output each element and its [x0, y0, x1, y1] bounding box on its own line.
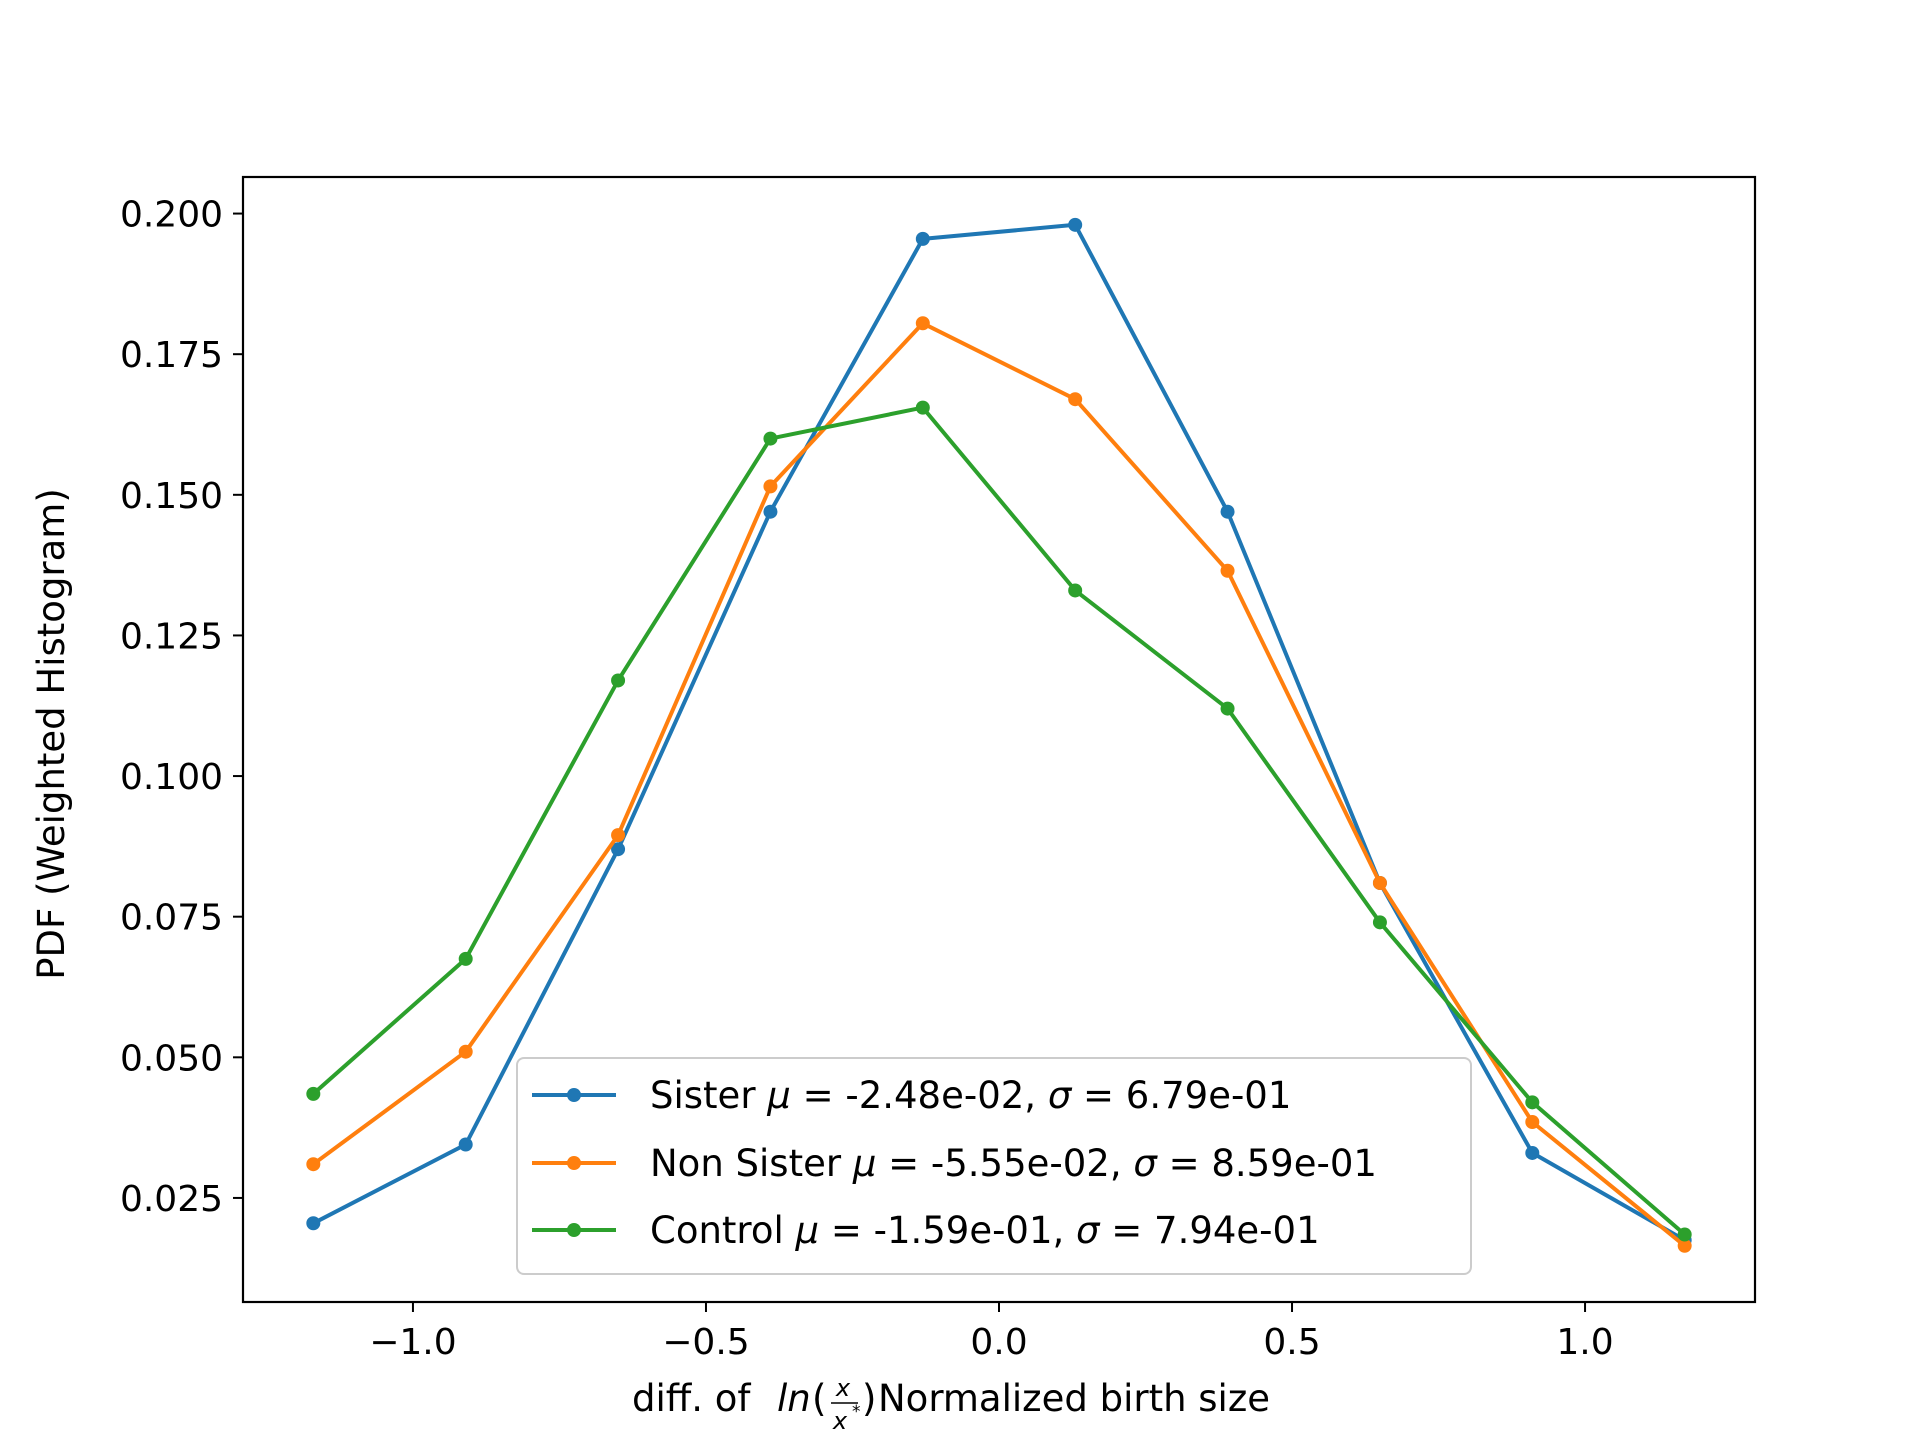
data-point-control: [611, 673, 626, 688]
data-point-sister: [1220, 504, 1235, 519]
data-point-non-sister: [1372, 875, 1387, 890]
y-tick-label: 0.075: [120, 898, 223, 939]
data-point-control: [458, 951, 473, 966]
data-point-non-sister: [915, 316, 930, 331]
y-axis-ticks: 0.025 0.050 0.075 0.100 0.125 0.150 0.175 0.200: [120, 195, 243, 1220]
series-line-non-sister: [312, 321, 1686, 1248]
legend-swatch-marker: [567, 1223, 581, 1237]
y-tick-label: 0.175: [120, 335, 223, 376]
data-point-control: [1220, 701, 1235, 716]
data-point-sister: [1525, 1145, 1540, 1160]
plot-series: [306, 217, 1692, 1253]
legend: Sister μ = -2.48e-02, σ = 6.79e-01 Non Si…: [516, 1057, 1472, 1275]
data-point-control: [1068, 583, 1083, 598]
legend-label: Sister μ = -2.48e-02, σ = 6.79e-01: [650, 1074, 1291, 1117]
data-point-non-sister: [306, 1157, 321, 1172]
y-tick-label: 0.125: [120, 616, 223, 657]
plot-frame: [241, 175, 1757, 1304]
legend-label: Control μ = -1.59e-01, σ = 7.94e-01: [650, 1209, 1320, 1252]
x-axis-label-close-paren: ): [862, 1377, 876, 1420]
x-tick-label: −1.0: [369, 1322, 456, 1363]
x-axis-label-numerator: x: [835, 1374, 851, 1402]
legend-item-non-sister: Non Sister μ = -5.55e-02, σ = 8.59e-01: [532, 1142, 1377, 1185]
data-point-non-sister: [763, 479, 778, 494]
data-point-control: [915, 400, 930, 415]
data-point-sister: [611, 842, 626, 857]
data-point-non-sister: [1220, 563, 1235, 578]
data-point-non-sister: [1525, 1115, 1540, 1129]
y-tick-label: 0.050: [120, 1038, 223, 1079]
x-tick-label: 0.0: [970, 1322, 1027, 1363]
series-line-sister: [312, 222, 1686, 1242]
data-point-control: [1677, 1227, 1692, 1242]
data-point-control: [1372, 915, 1387, 930]
legend-item-sister: Sister μ = -2.48e-02, σ = 6.79e-01: [532, 1074, 1291, 1117]
data-point-sister: [915, 231, 930, 246]
y-tick-label: 0.025: [120, 1179, 223, 1220]
y-axis-label: PDF (Weighted Histogram): [30, 488, 73, 980]
y-tick-label: 0.150: [120, 476, 223, 517]
series-line-control: [311, 405, 1687, 1237]
x-axis-label-denominator: x: [832, 1407, 848, 1435]
legend-label: Non Sister μ = -5.55e-02, σ = 8.59e-01: [650, 1142, 1377, 1185]
y-tick-label: 0.200: [120, 195, 223, 236]
data-point-non-sister: [611, 828, 626, 843]
x-axis-label: diff. of ln ( x x * ) Normalized birth s…: [632, 1374, 1270, 1435]
data-point-control: [763, 431, 778, 446]
y-tick-label: 0.100: [120, 757, 223, 798]
data-point-non-sister: [1677, 1238, 1692, 1253]
data-point-non-sister: [458, 1044, 473, 1059]
x-axis-label-denominator-superscript: *: [852, 1402, 861, 1422]
legend-item-control: Control μ = -1.59e-01, σ = 7.94e-01: [532, 1209, 1320, 1252]
x-tick-label: 1.0: [1556, 1322, 1613, 1363]
x-axis-label-open-paren: (: [812, 1377, 826, 1420]
data-point-sister: [763, 504, 778, 519]
legend-box: [516, 1057, 1472, 1275]
x-tick-label: −0.5: [662, 1322, 749, 1363]
x-axis-ticks: −1.0 −0.5 0.0 0.5 1.0: [369, 1302, 1614, 1363]
data-point-control: [306, 1086, 321, 1101]
x-axis-label-suffix: Normalized birth size: [878, 1377, 1270, 1420]
data-point-sister: [306, 1216, 321, 1231]
data-point-non-sister: [1068, 392, 1083, 407]
legend-swatch-marker: [567, 1088, 581, 1102]
data-point-sister: [458, 1137, 473, 1152]
x-tick-label: 0.5: [1263, 1322, 1320, 1363]
series-control: [306, 400, 1692, 1242]
data-point-control: [1525, 1095, 1540, 1110]
data-point-sister: [1068, 217, 1083, 232]
legend-swatch-marker: [567, 1156, 581, 1170]
series-non-sister: [306, 316, 1692, 1253]
x-axis-label-func: ln: [777, 1377, 811, 1420]
x-axis-label-prefix: diff. of: [632, 1377, 751, 1420]
